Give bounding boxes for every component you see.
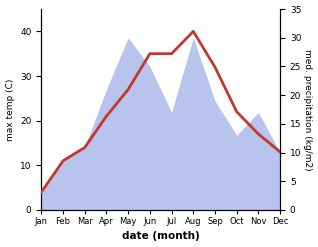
Y-axis label: med. precipitation (kg/m2): med. precipitation (kg/m2) [303, 49, 313, 170]
X-axis label: date (month): date (month) [122, 231, 200, 242]
Y-axis label: max temp (C): max temp (C) [5, 78, 15, 141]
